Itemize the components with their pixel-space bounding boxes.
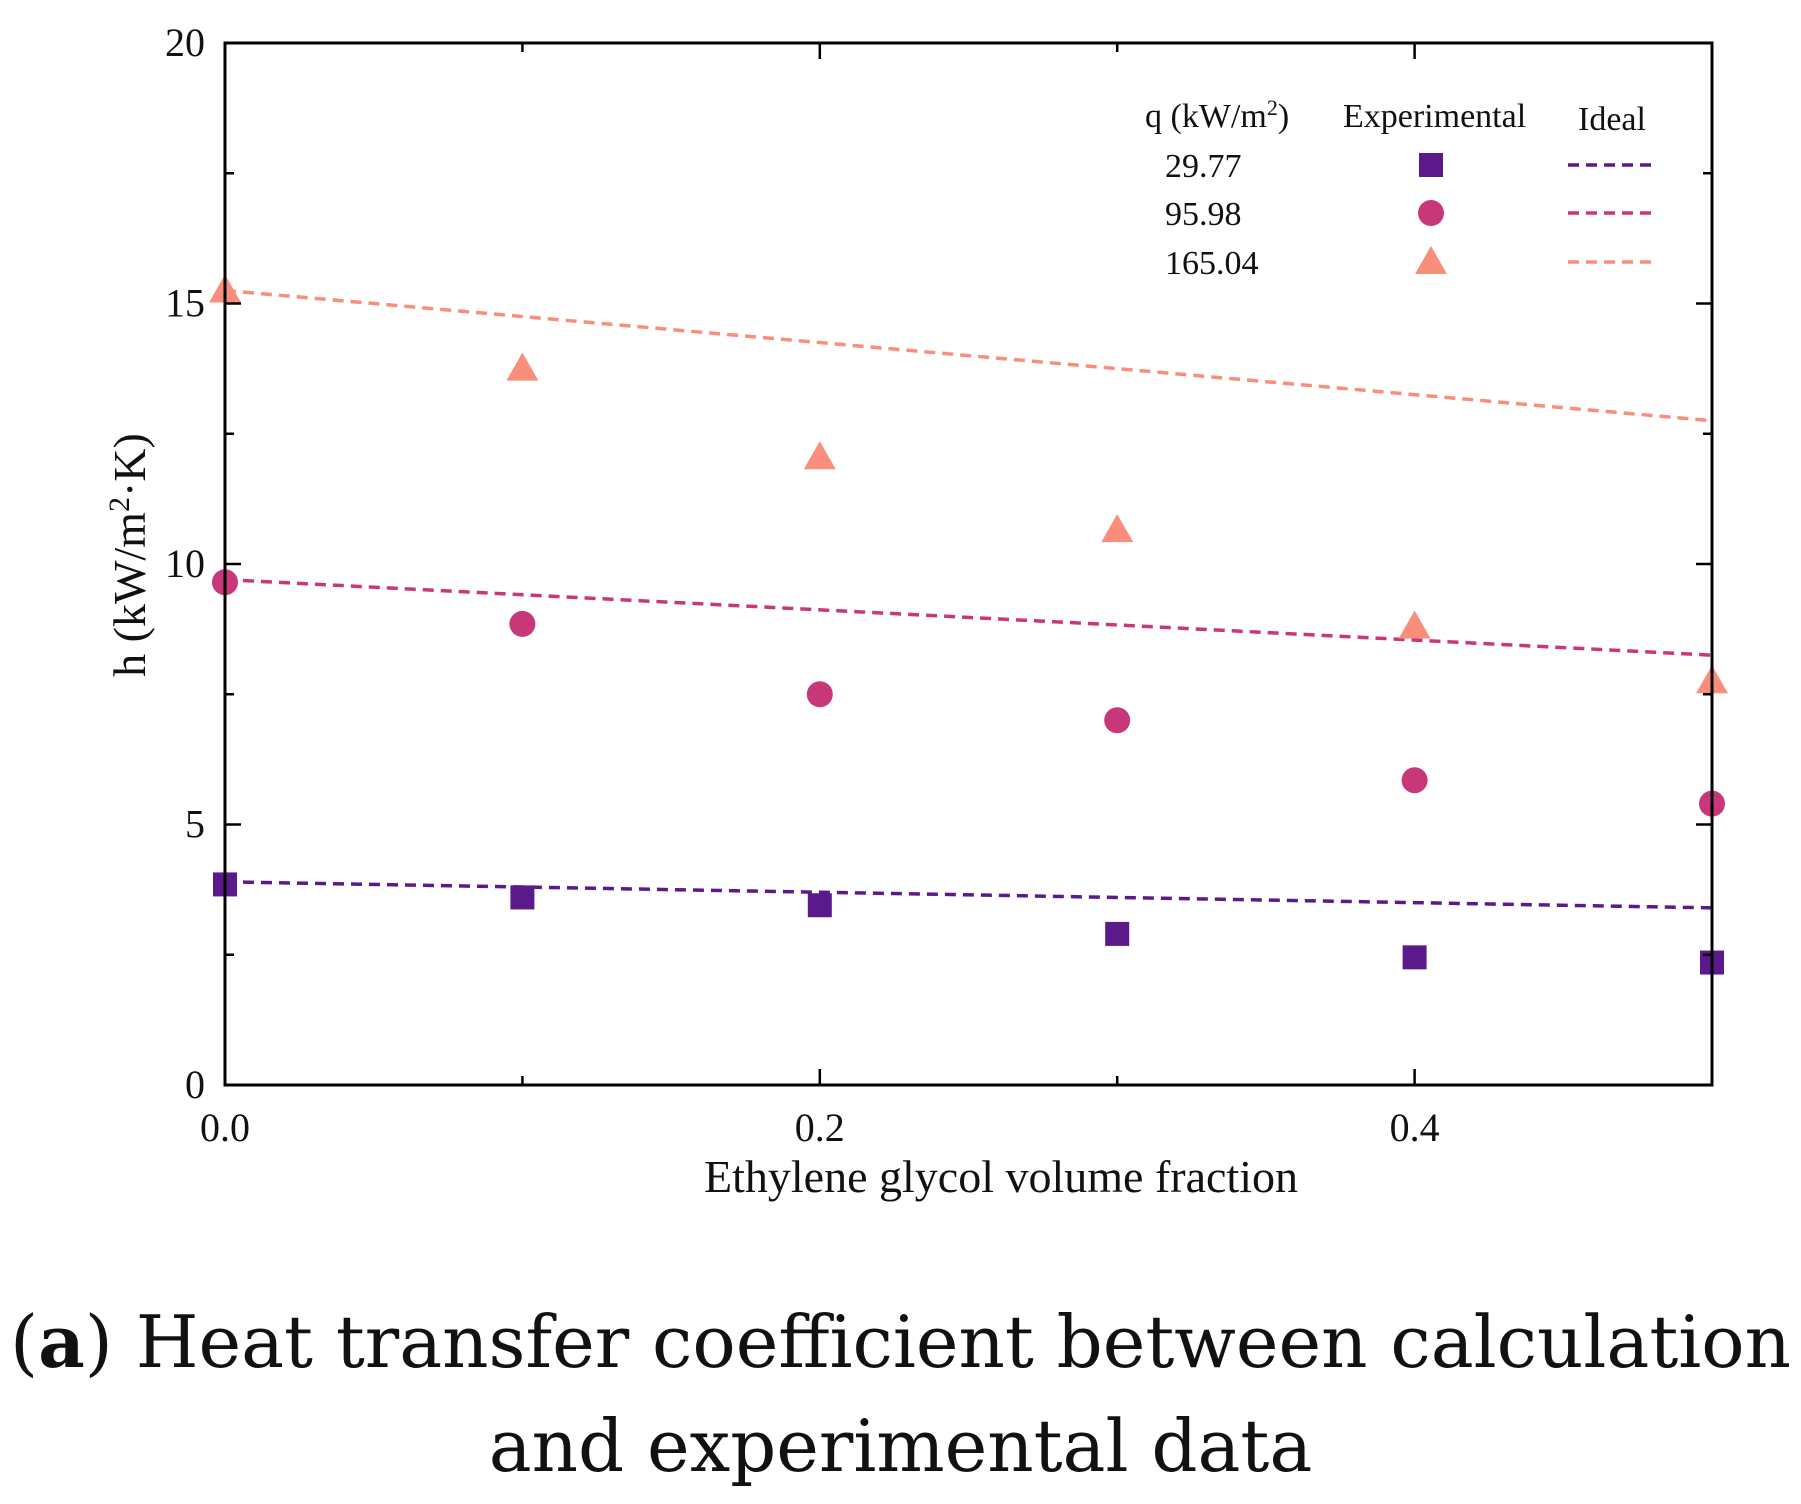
x-axis-label: Ethylene glycol volume fraction [704,1151,1298,1202]
series-layer [209,274,1728,975]
legend-marker-95.98 [1418,200,1444,226]
caption-label: a [38,1299,85,1384]
y-tick-label: 15 [165,281,205,326]
data-point-95.98 [1104,707,1131,734]
plot-frame [223,41,1714,1087]
legend-entry-label: 29.77 [1165,148,1242,185]
figure-caption: (a) Heat transfer coefficient between ca… [10,1299,1791,1488]
y-tick-label: 0 [185,1062,205,1107]
x-tick-label: 0.0 [200,1105,250,1150]
y-tick-label: 20 [165,20,205,65]
legend-header-q: q (kW/m2) [1145,95,1289,136]
ideal-line-165.04 [224,288,1713,423]
y-tick-label: 10 [165,541,205,586]
data-point-95.98 [509,610,536,637]
data-point-165.04 [803,441,836,470]
legend-entry-label: 95.98 [1165,196,1242,233]
x-tick-label: 0.2 [795,1105,845,1150]
data-point-95.98 [806,681,833,708]
data-point-95.98 [1401,767,1428,794]
legend-marker-29.77 [1419,153,1443,177]
data-point-165.04 [1398,610,1431,639]
legend-header-ideal: Ideal [1578,101,1646,138]
y-tick-label: 5 [185,802,205,847]
legend-entry-label: 165.04 [1165,245,1259,282]
legend-marker-165.04 [1415,246,1447,274]
ideal-line-29.77 [224,880,1713,910]
legend: q (kW/m2) Experimental Ideal 29.77 95.98 1… [1145,95,1655,282]
data-point-29.77 [1402,945,1427,970]
data-point-165.04 [1101,514,1134,543]
chart: 0.0 0.2 0.4 0 5 10 15 20 Ethylene glycol volume… [103,20,1728,1202]
legend-header-experimental: Experimental [1343,98,1526,135]
y-axis-label: h (kW/m2·K) [103,433,156,677]
axes: 0.0 0.2 0.4 0 5 10 15 20 [165,20,1714,1150]
data-point-165.04 [506,352,539,381]
data-point-29.77 [807,893,832,918]
caption-text-line2: and experimental data [488,1404,1313,1488]
x-tick-label: 0.4 [1390,1105,1440,1150]
data-point-29.77 [510,885,535,910]
data-point-29.77 [1105,921,1130,946]
ideal-line-95.98 [224,577,1713,657]
caption-text: Heat transfer coefficient between calcul… [112,1300,1791,1384]
